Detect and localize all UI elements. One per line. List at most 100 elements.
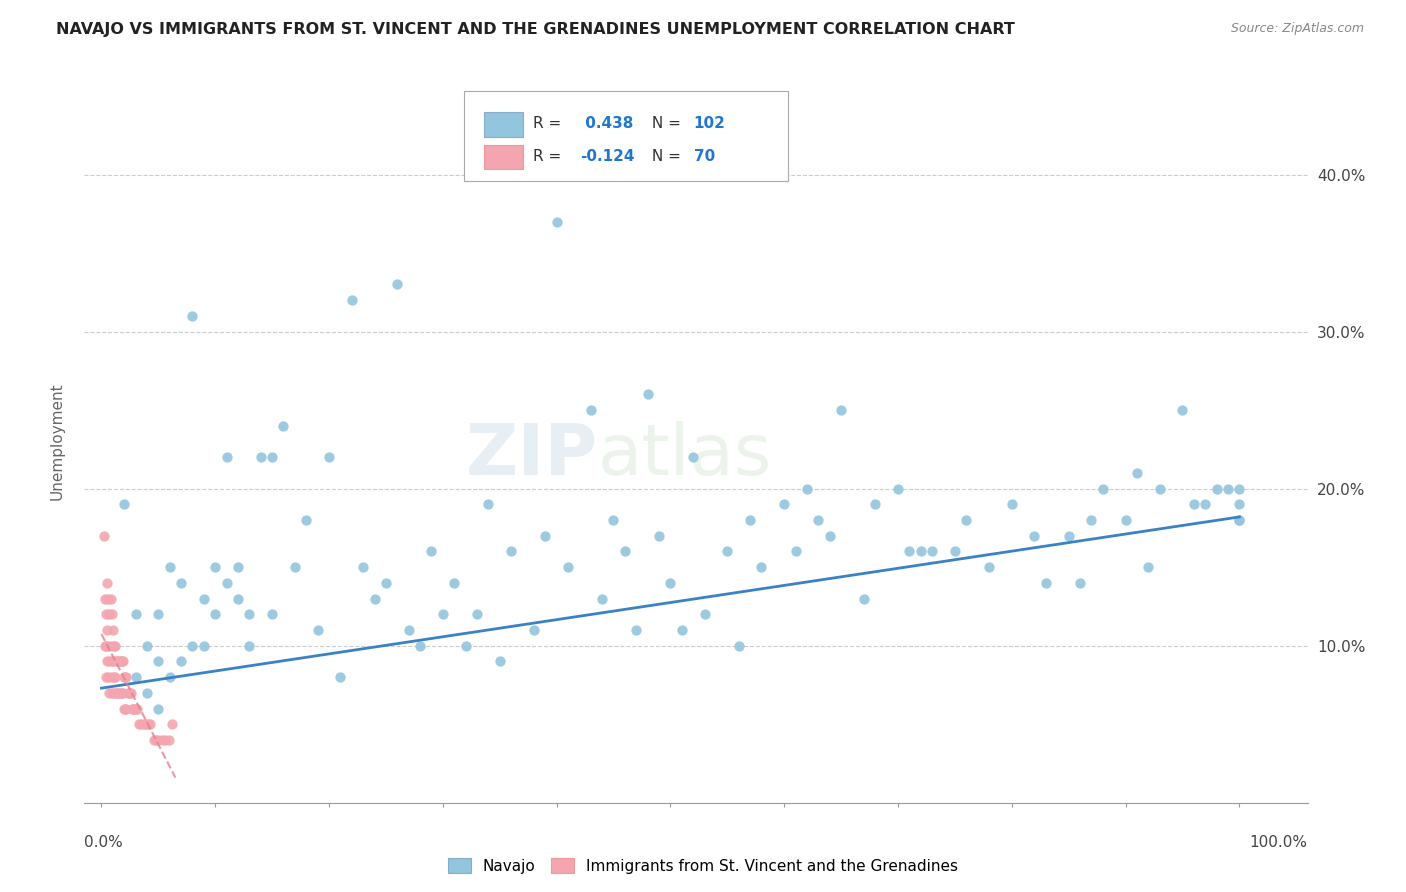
Text: 100.0%: 100.0% — [1250, 835, 1308, 850]
Point — [159, 560, 181, 574]
Point — [112, 655, 135, 669]
Point — [145, 733, 167, 747]
Point — [432, 607, 454, 622]
Point — [97, 639, 120, 653]
Text: NAVAJO VS IMMIGRANTS FROM ST. VINCENT AND THE GRENADINES UNEMPLOYMENT CORRELATIO: NAVAJO VS IMMIGRANTS FROM ST. VINCENT AN… — [56, 22, 1015, 37]
Point — [238, 639, 260, 653]
Point — [96, 623, 118, 637]
Point — [943, 544, 966, 558]
Point — [659, 575, 682, 590]
Point — [111, 686, 134, 700]
Point — [226, 591, 249, 606]
Point — [136, 639, 159, 653]
Point — [105, 655, 128, 669]
Point — [122, 701, 145, 715]
Point — [136, 717, 159, 731]
Text: R =: R = — [533, 116, 567, 131]
Point — [101, 686, 124, 700]
Point — [1227, 482, 1250, 496]
Point — [104, 639, 127, 653]
Point — [910, 544, 932, 558]
Point — [114, 670, 136, 684]
Point — [160, 717, 183, 731]
Point — [159, 670, 181, 684]
Point — [94, 639, 117, 653]
Point — [637, 387, 659, 401]
Point — [103, 639, 125, 653]
Point — [262, 450, 284, 465]
Point — [157, 733, 180, 747]
Point — [226, 560, 249, 574]
Point — [118, 686, 141, 700]
Point — [94, 607, 117, 622]
Point — [807, 513, 830, 527]
Point — [98, 686, 121, 700]
Point — [693, 607, 716, 622]
Point — [387, 277, 409, 292]
Point — [110, 686, 132, 700]
Point — [420, 544, 443, 558]
Point — [898, 544, 921, 558]
Point — [830, 403, 852, 417]
Point — [108, 686, 131, 700]
Point — [785, 544, 807, 558]
Point — [204, 560, 226, 574]
FancyBboxPatch shape — [484, 112, 523, 136]
Point — [150, 733, 173, 747]
Point — [101, 623, 124, 637]
Point — [120, 686, 142, 700]
Point — [103, 670, 125, 684]
Point — [671, 623, 693, 637]
Point — [105, 686, 128, 700]
Point — [100, 591, 122, 606]
Point — [352, 560, 374, 574]
Point — [488, 655, 510, 669]
Point — [124, 701, 146, 715]
Point — [648, 529, 671, 543]
Point — [112, 701, 135, 715]
Point — [1149, 482, 1171, 496]
Point — [148, 655, 170, 669]
Point — [1091, 482, 1114, 496]
Point — [121, 701, 143, 715]
Point — [100, 607, 122, 622]
Point — [101, 655, 124, 669]
Point — [107, 686, 129, 700]
Point — [751, 560, 773, 574]
Point — [602, 513, 624, 527]
Point — [443, 575, 465, 590]
Point — [98, 655, 121, 669]
Point — [727, 639, 749, 653]
Point — [477, 497, 499, 511]
Point — [98, 607, 121, 622]
Point — [204, 607, 226, 622]
Point — [100, 670, 122, 684]
Point — [738, 513, 761, 527]
Point — [105, 686, 128, 700]
Point — [108, 655, 131, 669]
Point — [181, 639, 204, 653]
Point — [96, 655, 118, 669]
Point — [148, 733, 170, 747]
Point — [363, 591, 385, 606]
Point — [977, 560, 1000, 574]
Point — [142, 733, 165, 747]
Point — [132, 717, 155, 731]
Point — [329, 670, 352, 684]
Point — [773, 497, 796, 511]
Point — [1194, 497, 1216, 511]
Point — [1205, 482, 1227, 496]
Point — [626, 623, 648, 637]
Point — [1227, 513, 1250, 527]
Point — [105, 655, 128, 669]
Point — [115, 701, 138, 715]
Text: Source: ZipAtlas.com: Source: ZipAtlas.com — [1230, 22, 1364, 36]
Point — [1069, 575, 1091, 590]
Point — [1227, 497, 1250, 511]
Point — [546, 214, 568, 228]
Point — [1001, 497, 1024, 511]
Text: ZIP: ZIP — [465, 422, 598, 491]
Text: 0.438: 0.438 — [579, 116, 633, 131]
Point — [523, 623, 546, 637]
Point — [863, 497, 886, 511]
